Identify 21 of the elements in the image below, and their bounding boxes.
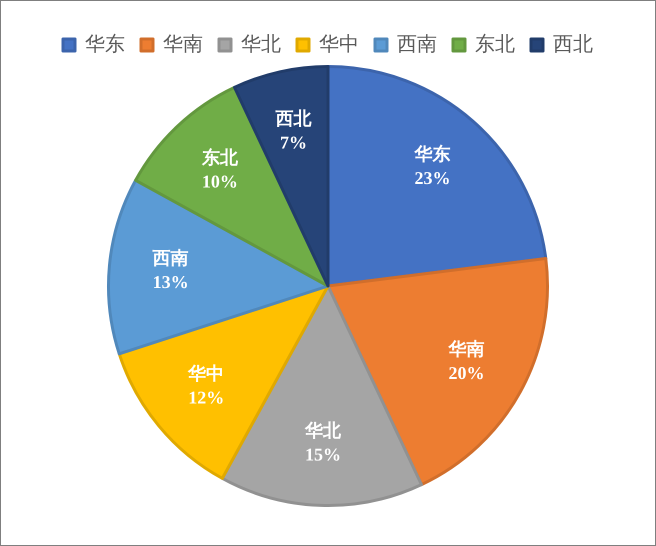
legend-label: 华北 bbox=[241, 33, 281, 56]
legend-label: 华中 bbox=[319, 33, 359, 56]
slice-label: 华南 bbox=[447, 338, 484, 359]
data-label: 15% bbox=[305, 444, 342, 465]
slice-label: 华北 bbox=[304, 420, 342, 441]
slice-label: 西南 bbox=[152, 248, 189, 268]
legend-label: 西南 bbox=[397, 33, 437, 56]
slice-label: 华中 bbox=[187, 363, 224, 384]
data-label: 23% bbox=[414, 168, 451, 188]
data-label: 10% bbox=[202, 171, 238, 192]
slice-label: 华东 bbox=[414, 144, 451, 164]
legend-label: 东北 bbox=[475, 33, 515, 56]
legend-label: 华东 bbox=[85, 33, 125, 56]
legend-label: 华南 bbox=[163, 33, 203, 56]
data-label: 13% bbox=[152, 272, 189, 292]
data-label: 20% bbox=[448, 362, 484, 383]
slice-label: 东北 bbox=[200, 147, 239, 168]
legend-label: 西北 bbox=[553, 33, 593, 56]
slice-label: 西北 bbox=[274, 108, 313, 128]
data-label: 12% bbox=[188, 387, 224, 408]
data-label: 7% bbox=[280, 132, 308, 152]
